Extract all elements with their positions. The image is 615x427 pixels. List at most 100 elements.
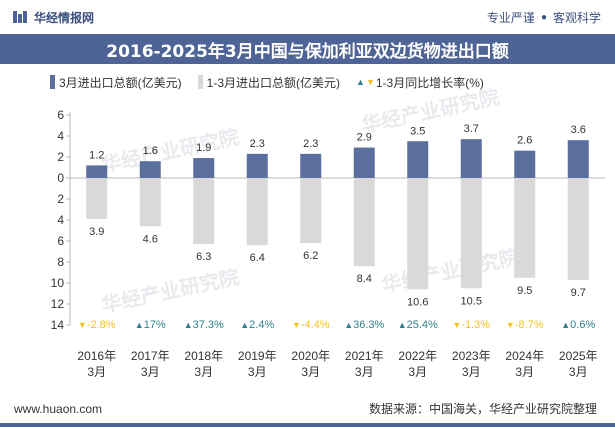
q1-value-label: 6.2 xyxy=(303,250,318,262)
data-source: 数据来源：中国海关，华经产业研究院整理 xyxy=(368,402,597,416)
y-tick-label: 4 xyxy=(57,129,64,143)
march-value-label: 3.5 xyxy=(410,125,425,137)
x-tick-label: 3月 xyxy=(301,365,320,379)
growth-value: -4.4% xyxy=(301,319,330,331)
march-bar xyxy=(353,147,375,178)
y-tick-label: 12 xyxy=(51,297,65,311)
legend-item-q1: 1-3月进出口总额(亿美元) xyxy=(197,74,341,91)
q1-value-label: 10.5 xyxy=(461,295,482,307)
top-bar: 华经情报网 专业严谨 ● 客观科学 xyxy=(0,0,615,34)
q1-bar xyxy=(300,178,322,244)
x-tick-label: 3月 xyxy=(569,365,588,379)
slogan-tag-1: 专业严谨 xyxy=(486,10,535,25)
x-tick-label: 2023年 xyxy=(452,349,491,363)
triangle-up-icon: ▲ xyxy=(344,320,353,330)
q1-value-label: 10.6 xyxy=(407,296,428,308)
triangle-up-icon: ▲ xyxy=(398,320,407,330)
separator-dot-icon: ● xyxy=(540,11,547,23)
x-tick-label: 2017年 xyxy=(131,349,170,363)
legend-label-q1: 1-3月进出口总额(亿美元) xyxy=(206,75,341,90)
q1-bar xyxy=(407,178,429,290)
q1-bar xyxy=(193,178,215,245)
growth-label: ▼-1.3% xyxy=(452,319,490,331)
x-tick-label: 2016年 xyxy=(77,349,116,363)
legend-swatch-march xyxy=(50,75,55,89)
x-tick-label: 2025年 xyxy=(559,349,598,363)
x-tick-label: 2020年 xyxy=(291,349,330,363)
march-value-label: 2.9 xyxy=(357,132,372,144)
x-tick-label: 3月 xyxy=(408,365,427,379)
growth-value: -2.8% xyxy=(87,319,116,331)
growth-label: ▼-2.8% xyxy=(78,319,116,331)
march-bar xyxy=(567,140,589,178)
triangle-up-icon: ▲ xyxy=(561,320,570,330)
march-bar xyxy=(139,161,161,178)
x-tick-label: 3月 xyxy=(248,365,267,379)
chart-legend: 3月进出口总额(亿美元) 1-3月进出口总额(亿美元) ▲ ▼ 1-3月同比增长… xyxy=(50,72,500,92)
x-tick-label: 3月 xyxy=(462,365,481,379)
slogan-tag-2: 客观科学 xyxy=(552,10,601,25)
triangle-down-icon: ▼ xyxy=(365,77,375,87)
x-tick-label: 3月 xyxy=(87,365,106,379)
y-tick-label: 6 xyxy=(57,234,64,248)
triangle-up-icon: ▲ xyxy=(356,77,365,87)
growth-value: 2.4% xyxy=(249,319,274,331)
slogan: 专业严谨 ● 客观科学 xyxy=(487,9,601,26)
brand-logo-icon xyxy=(13,11,27,23)
march-bar xyxy=(86,165,108,178)
march-bar xyxy=(514,150,536,178)
q1-bar xyxy=(246,178,268,246)
triangle-up-icon: ▲ xyxy=(184,320,193,330)
march-bar xyxy=(193,158,215,178)
y-tick-label: 6 xyxy=(57,108,64,122)
triangle-down-icon: ▼ xyxy=(78,320,87,330)
growth-value: 17% xyxy=(144,319,166,331)
y-tick-label: 0 xyxy=(57,171,64,185)
q1-bar xyxy=(353,178,375,267)
triangle-down-icon: ▼ xyxy=(452,320,461,330)
brand-name: 华经情报网 xyxy=(34,10,95,25)
march-bar xyxy=(300,153,322,178)
march-bar xyxy=(407,141,429,178)
x-tick-label: 3月 xyxy=(515,365,534,379)
q1-bar xyxy=(460,178,482,289)
q1-bar xyxy=(139,178,161,227)
march-value-label: 2.6 xyxy=(517,135,532,147)
march-value-label: 2.3 xyxy=(250,138,265,150)
growth-value: 25.4% xyxy=(407,319,438,331)
x-tick-label: 2022年 xyxy=(398,349,437,363)
footer: www.huaon.com 数据来源：中国海关，华经产业研究院整理 xyxy=(0,396,615,421)
growth-label: ▲37.3% xyxy=(184,319,224,331)
march-value-label: 1.2 xyxy=(89,149,104,161)
x-tick-label: 3月 xyxy=(194,365,213,379)
growth-label: ▼-4.4% xyxy=(292,319,330,331)
legend-item-march: 3月进出口总额(亿美元) xyxy=(50,74,182,91)
q1-value-label: 9.7 xyxy=(571,287,586,299)
legend-item-growth: ▲ ▼ 1-3月同比增长率(%) xyxy=(356,74,484,91)
triangle-up-icon: ▲ xyxy=(240,320,249,330)
march-bar xyxy=(246,153,268,178)
x-tick-label: 2021年 xyxy=(345,349,384,363)
march-value-label: 3.7 xyxy=(464,123,479,135)
x-tick-label: 3月 xyxy=(355,365,374,379)
legend-swatch-q1 xyxy=(197,75,203,89)
growth-value: -8.7% xyxy=(515,319,544,331)
y-tick-label: 14 xyxy=(51,318,65,332)
triangle-down-icon: ▼ xyxy=(506,320,515,330)
growth-label: ▲2.4% xyxy=(240,319,274,331)
march-value-label: 3.6 xyxy=(571,124,586,136)
y-tick-label: 10 xyxy=(51,276,65,290)
growth-label: ▼-8.7% xyxy=(506,319,544,331)
growth-label: ▲36.3% xyxy=(344,319,384,331)
footer-url[interactable]: www.huaon.com xyxy=(14,401,103,416)
y-tick-label: 4 xyxy=(57,213,64,227)
growth-label: ▲17% xyxy=(135,319,166,331)
growth-label: ▲25.4% xyxy=(398,319,438,331)
brand[interactable]: 华经情报网 xyxy=(12,9,94,26)
triangle-down-icon: ▼ xyxy=(292,320,301,330)
chart-title: 2016-2025年3月中国与保加利亚双边货物进出口额 xyxy=(106,41,509,62)
x-tick-label: 3月 xyxy=(141,365,160,379)
x-tick-label: 2024年 xyxy=(505,349,544,363)
q1-value-label: 9.5 xyxy=(517,285,532,297)
